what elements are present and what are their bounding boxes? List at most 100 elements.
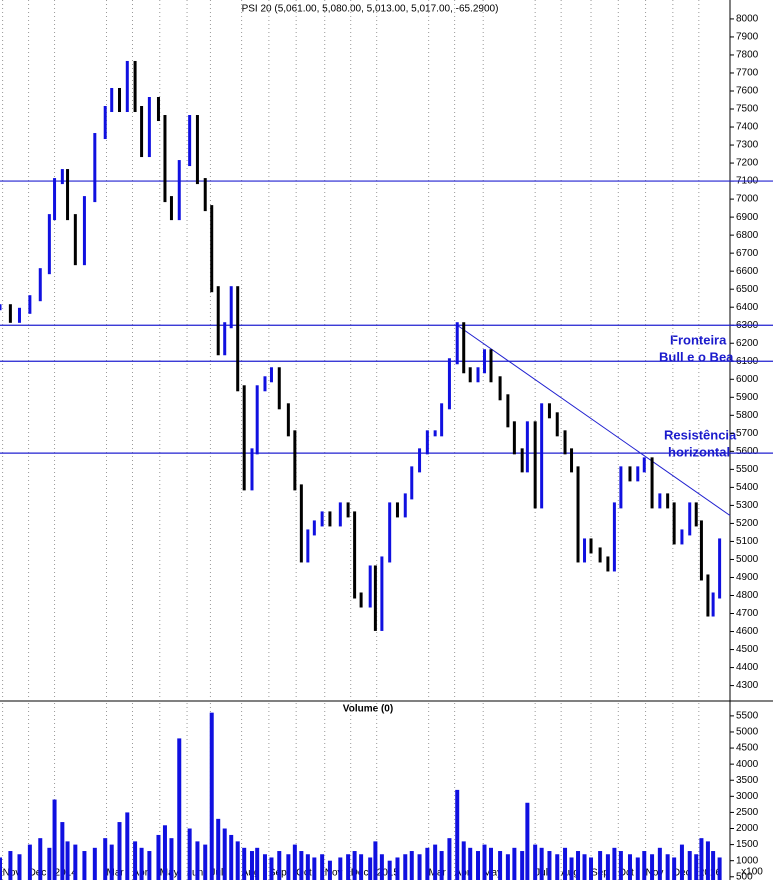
price-bar (658, 493, 662, 509)
price-bar (650, 457, 654, 509)
volume-bar (395, 857, 400, 880)
volume-bar (379, 854, 384, 880)
volume-bar (447, 838, 452, 880)
price-bar (468, 367, 472, 383)
volume-bar (156, 834, 161, 880)
volume-bar (65, 841, 70, 880)
price-bar (576, 466, 580, 563)
price-bar (133, 60, 137, 113)
y-tick-label: 4700 (736, 608, 759, 619)
price-bar (195, 115, 199, 185)
volume-bar (125, 812, 130, 880)
price-bar (188, 115, 192, 167)
volume-bar (162, 825, 167, 880)
price-bar (306, 529, 310, 563)
volume-bar (387, 860, 392, 880)
volume-bar (694, 854, 699, 880)
price-bar (53, 178, 57, 221)
volume-bar (368, 857, 373, 880)
volume-bar (73, 844, 78, 880)
y-tick-label: 7700 (736, 68, 759, 79)
price-bar (328, 511, 332, 527)
chart-title: PSI 20 (5,061.00, 5,080.00, 5,013.00, 5,… (242, 4, 499, 15)
volume-bar (547, 851, 552, 880)
y-tick-label: 7200 (736, 158, 759, 169)
price-bar (440, 403, 444, 437)
y2-tick-label: 2500 (736, 807, 759, 818)
volume-bar (425, 847, 430, 880)
price-bar (512, 421, 516, 455)
volume-bar (672, 857, 677, 880)
price-bar (147, 97, 151, 158)
volume-bar (229, 834, 234, 880)
y-tick-label: 6500 (736, 284, 759, 295)
y2-tick-label: 3000 (736, 791, 759, 802)
y2-tick-label: 1000 (736, 855, 759, 866)
price-bar (476, 367, 480, 383)
volume-bar (8, 851, 13, 880)
price-bar (269, 367, 273, 383)
y2-tick-label: 1500 (736, 839, 759, 850)
volume-bar (563, 847, 568, 880)
price-bar (380, 556, 384, 631)
y-tick-label: 5200 (736, 518, 759, 529)
volume-bar (403, 854, 408, 880)
volume-bar (679, 844, 684, 880)
price-bar (242, 385, 246, 491)
price-bar (388, 502, 392, 563)
price-bar (395, 502, 399, 518)
y-tick-label: 6800 (736, 230, 759, 241)
volume-bar (711, 851, 716, 880)
volume-bar (488, 847, 493, 880)
price-bar (483, 349, 487, 374)
price-bar (312, 520, 316, 536)
volume-bar (705, 841, 710, 880)
volume-bar (539, 847, 544, 880)
volume-bar (60, 822, 65, 880)
volume-unit: x100 (741, 867, 763, 878)
y-tick-label: 7800 (736, 50, 759, 61)
y-tick-label: 5000 (736, 554, 759, 565)
x-tick-label: Nov (646, 868, 664, 879)
volume-bar (242, 847, 247, 880)
price-bar (540, 403, 544, 509)
price-bar (606, 556, 610, 572)
annotation: Fronteira (670, 332, 727, 347)
volume-bar (117, 822, 122, 880)
volume-bar (262, 854, 267, 880)
y-tick-label: 6200 (736, 338, 759, 349)
x-tick-label: Nov (325, 868, 343, 879)
price-bar (706, 574, 710, 617)
volume-bar (82, 851, 87, 880)
volume-bar (17, 854, 22, 880)
volume-bar (555, 854, 560, 880)
volume-bar (109, 844, 114, 880)
volume-bar (195, 841, 200, 880)
volume-bar (665, 854, 670, 880)
volume-bar (312, 857, 317, 880)
price-bar (60, 169, 64, 185)
price-bar (403, 493, 407, 518)
volume-bar (177, 738, 182, 880)
price-bar (642, 457, 646, 473)
volume-bar (533, 844, 538, 880)
price-bar (433, 430, 437, 437)
price-bar (169, 196, 173, 221)
price-bar (589, 538, 593, 554)
volume-bar (417, 854, 422, 880)
volume-bar (409, 851, 414, 880)
volume-bar (139, 847, 144, 880)
price-bar (628, 466, 632, 482)
annotation: horizontal (668, 444, 730, 459)
volume-bar (498, 851, 503, 880)
price-bar (699, 520, 703, 581)
volume-bar (92, 847, 97, 880)
y-tick-label: 4300 (736, 680, 759, 691)
volume-bar (27, 844, 32, 880)
price-bar (455, 322, 459, 365)
volume-bar (482, 844, 487, 880)
price-bar (346, 502, 350, 518)
price-bar (103, 106, 107, 140)
price-bar (255, 385, 259, 455)
